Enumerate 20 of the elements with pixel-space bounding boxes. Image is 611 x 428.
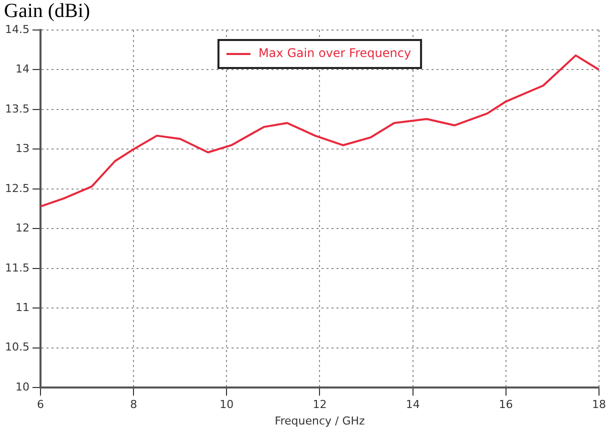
y-tick-label: 11.5 bbox=[4, 261, 30, 274]
y-tick-label: 11 bbox=[15, 300, 30, 314]
y-tick-label: 14.5 bbox=[4, 22, 30, 36]
y-tick-label: 13.5 bbox=[4, 102, 30, 116]
y-tick-label: 12 bbox=[15, 222, 30, 235]
x-tick-label: 14 bbox=[406, 398, 420, 412]
y-tick-label: 10.5 bbox=[4, 340, 30, 354]
y-axis-title: Gain (dBi) bbox=[4, 0, 90, 23]
x-tick-label: 16 bbox=[498, 398, 513, 412]
legend-label: Max Gain over Frequency bbox=[258, 46, 412, 60]
x-tick-label: 6 bbox=[36, 398, 44, 412]
x-tick-label: 12 bbox=[312, 398, 327, 412]
y-tick-label: 14 bbox=[15, 62, 30, 76]
y-tick-label: 10 bbox=[15, 380, 30, 394]
y-tick-label: 12.5 bbox=[4, 182, 30, 195]
x-axis-title: Frequency / GHz bbox=[274, 414, 366, 428]
y-tick-label: 13 bbox=[15, 142, 30, 156]
x-tick-label: 10 bbox=[220, 398, 234, 412]
x-tick-label: 8 bbox=[130, 398, 138, 412]
x-tick-label: 18 bbox=[592, 398, 606, 412]
